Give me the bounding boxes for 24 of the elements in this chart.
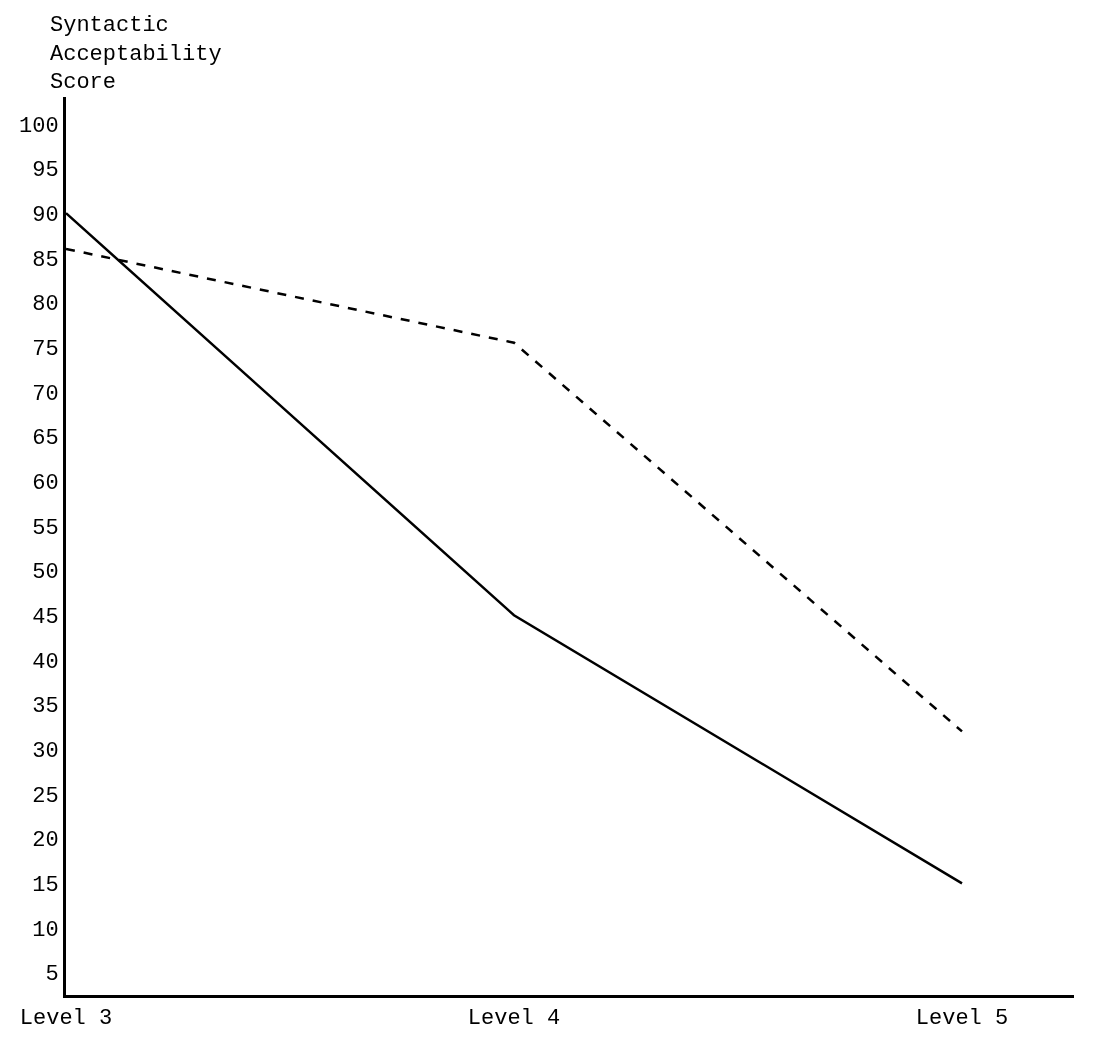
- y-tick-label: 5: [45, 962, 59, 988]
- y-tick-label: 10: [32, 917, 59, 943]
- y-tick-label: 75: [32, 336, 59, 362]
- y-tick-label: 60: [32, 470, 59, 496]
- y-tick-label: 85: [32, 247, 59, 273]
- y-tick-label: 55: [32, 515, 59, 541]
- y-tick-label: 30: [32, 738, 59, 764]
- y-tick-label: 25: [32, 783, 59, 809]
- y-tick-label: 20: [32, 828, 59, 854]
- y-tick-label: 95: [32, 158, 59, 184]
- y-axis-title: Syntactic Acceptability Score: [50, 13, 222, 96]
- y-tick-label: 50: [32, 560, 59, 586]
- x-tick-label: Level 3: [19, 1006, 113, 1032]
- y-tick-label: 70: [32, 381, 59, 407]
- y-tick-label: 100: [18, 113, 59, 139]
- y-tick-label: 40: [32, 649, 59, 675]
- y-tick-label: 90: [32, 202, 59, 228]
- y-tick-label: 80: [32, 292, 59, 318]
- x-tick-label: Level 5: [915, 1006, 1009, 1032]
- y-tick-label: 15: [32, 873, 59, 899]
- y-tick-label: 65: [32, 426, 59, 452]
- x-tick-label: Level 4: [467, 1006, 561, 1032]
- y-tick-label: 45: [32, 604, 59, 630]
- y-tick-label: 35: [32, 694, 59, 720]
